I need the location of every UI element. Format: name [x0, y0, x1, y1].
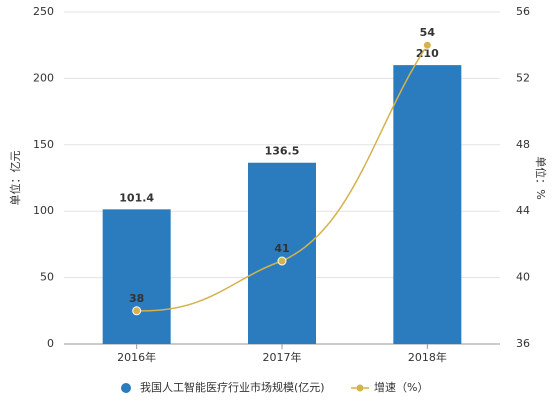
y2-tick-label: 52: [516, 71, 530, 84]
bar: [248, 162, 316, 344]
y2-tick-label: 48: [516, 138, 530, 151]
y-tick-label: 100: [33, 204, 54, 217]
y-tick-label: 250: [33, 5, 54, 18]
point: [277, 256, 287, 266]
y-axis-label: 单位：亿元: [8, 151, 22, 206]
legend-label: 增速（%）: [374, 380, 428, 394]
point: [132, 306, 142, 316]
y2-axis-label: 单位：%: [534, 156, 548, 199]
legend-marker: [356, 384, 364, 392]
y2-tick-label: 36: [516, 337, 530, 350]
value-label: 41: [274, 242, 289, 255]
value-label: 38: [129, 292, 144, 305]
value-label: 210: [416, 47, 439, 60]
bar: [102, 209, 171, 344]
x-tick-label: 2017年: [263, 350, 302, 364]
bar: [393, 65, 462, 345]
point: [422, 40, 432, 50]
y2-tick-label: 40: [516, 271, 530, 284]
y-tick-label: 150: [33, 138, 54, 151]
y-tick-label: 0: [47, 337, 54, 350]
value-label: 136.5: [265, 145, 300, 158]
y-tick-label: 50: [40, 271, 54, 284]
y-tick-label: 200: [33, 71, 54, 84]
y2-tick-label: 56: [516, 5, 530, 18]
x-tick-label: 2016年: [117, 350, 156, 364]
x-tick-label: 2018年: [408, 350, 447, 364]
y2-tick-label: 44: [516, 204, 530, 217]
value-label: 101.4: [119, 191, 154, 204]
value-label: 54: [420, 26, 436, 39]
line: [136, 44, 428, 312]
legend-label: 我国人工智能医疗行业市场规模(亿元): [140, 380, 325, 394]
legend-marker: [121, 383, 131, 393]
